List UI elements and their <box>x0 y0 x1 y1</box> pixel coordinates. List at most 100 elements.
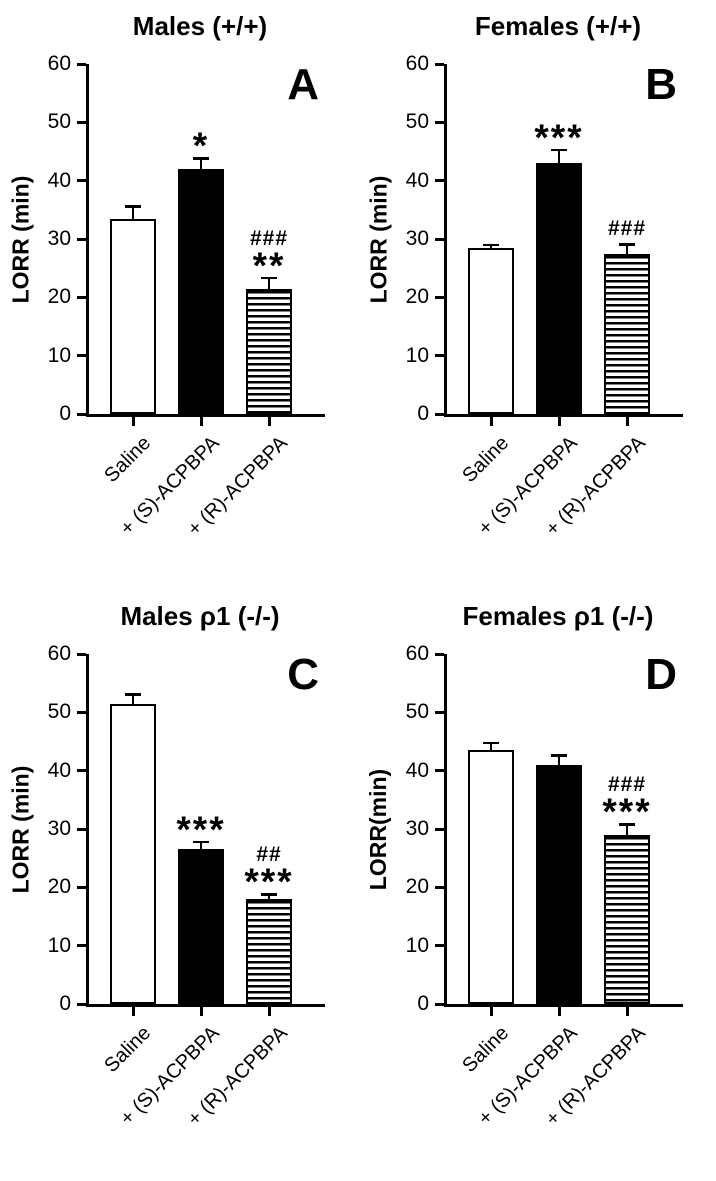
y-tick-label: 20 <box>47 875 71 899</box>
x-tick-mark <box>131 417 135 426</box>
error-bar-cap <box>193 840 209 844</box>
y-tick-mark <box>435 769 444 773</box>
significance-markers: * <box>141 129 261 152</box>
y-tick-mark <box>77 944 86 948</box>
x-axis-labels: Saline + (S)-ACPBPA + (R)-ACPBPA <box>444 1008 680 1181</box>
y-tick-label: 50 <box>405 700 429 724</box>
panel-d: Females ρ1 (-/-) LORR(min) D 0 10 20 30 40 50… <box>358 590 716 1181</box>
y-tick-mark <box>77 769 86 773</box>
y-tick-mark <box>435 237 444 241</box>
bar-chart-a: LORR (min) A 0 10 20 30 40 50 60 * ### ** Saline +… <box>0 44 358 590</box>
y-tick-label: 30 <box>405 817 429 840</box>
y-tick-mark <box>435 354 444 358</box>
x-category-label: Saline <box>100 432 156 487</box>
star-significance-marker: * <box>192 129 210 153</box>
y-tick-label: 50 <box>47 700 71 724</box>
y-tick-label: 0 <box>59 402 71 425</box>
error-bar-cap <box>619 823 635 826</box>
y-tick-mark <box>435 827 444 831</box>
y-tick-mark <box>77 354 86 358</box>
y-tick-label: 50 <box>405 110 429 134</box>
y-tick-label: 0 <box>59 992 71 1015</box>
plot-area: B 0 10 20 30 40 50 60 *** ### <box>406 52 683 426</box>
panel-letter: B <box>645 60 677 109</box>
panel-title: Males (+/+) <box>132 11 268 41</box>
y-tick-label: 10 <box>405 343 429 367</box>
x-tick-mark <box>199 1007 203 1016</box>
y-tick-label: 10 <box>47 933 71 957</box>
y-tick-mark <box>77 120 86 124</box>
y-tick-mark <box>435 1002 444 1006</box>
error-bar-line <box>626 823 628 835</box>
bar-chart-c: LORR (min) C 0 10 20 30 40 50 60 *** ## *** Salin… <box>0 634 358 1181</box>
bar-s-acpbpa <box>178 169 224 414</box>
y-tick-label: 50 <box>47 110 71 134</box>
y-tick-mark <box>435 179 444 183</box>
x-tick-mark <box>625 1007 629 1016</box>
y-tick-mark <box>77 885 86 889</box>
star-significance-marker: ** <box>252 248 286 272</box>
significance-markers: *** <box>499 121 619 144</box>
y-tick-label: 20 <box>405 875 429 899</box>
bar-s-acpbpa <box>536 764 582 1004</box>
star-significance-marker: *** <box>176 812 226 836</box>
plot-area: D 0 10 20 30 40 50 60 ### *** <box>406 642 683 1016</box>
x-tick-mark <box>267 417 271 426</box>
y-tick-mark <box>435 62 444 66</box>
x-axis-labels: Saline + (S)-ACPBPA + (R)-ACPBPA <box>444 418 680 590</box>
bar-saline <box>110 703 156 1004</box>
bar-r-acpbpa <box>246 288 292 414</box>
x-tick-mark <box>557 417 561 426</box>
x-category-label: Saline <box>100 1022 156 1077</box>
y-tick-label: 30 <box>405 227 429 250</box>
y-tick-mark <box>77 710 86 714</box>
y-tick-mark <box>77 412 86 416</box>
y-tick-label: 0 <box>417 402 429 425</box>
error-bar-line <box>490 741 492 751</box>
error-bar-cap <box>261 893 277 896</box>
bar-saline <box>110 218 156 414</box>
x-tick-mark <box>489 417 493 426</box>
error-bar-line <box>200 840 202 850</box>
star-significance-marker: *** <box>602 795 652 819</box>
significance-markers: *** <box>141 813 261 836</box>
y-tick-mark <box>77 827 86 831</box>
y-tick-mark <box>77 62 86 66</box>
x-tick-mark <box>131 1007 135 1016</box>
significance-markers: ### *** <box>567 774 687 818</box>
bar-s-acpbpa <box>178 849 224 1004</box>
bar-chart-b: LORR (min) B 0 10 20 30 40 50 60 *** ### Saline +… <box>358 44 716 590</box>
y-tick-mark <box>77 237 86 241</box>
x-axis-labels: Saline + (S)-ACPBPA + (R)-ACPBPA <box>86 1008 322 1181</box>
error-bar-cap <box>619 243 635 246</box>
panel-title: Males ρ1 (-/-) <box>120 601 280 631</box>
bar-saline <box>468 247 514 414</box>
y-tick-label: 20 <box>47 285 71 309</box>
error-bar-line <box>200 157 202 169</box>
bar-r-acpbpa <box>604 253 650 414</box>
y-tick-label: 40 <box>405 758 429 782</box>
error-bar-cap <box>483 243 499 247</box>
y-tick-label: 20 <box>405 285 429 309</box>
x-tick-mark <box>489 1007 493 1016</box>
bar-r-acpbpa <box>246 899 292 1004</box>
panel-title: Females (+/+) <box>474 11 642 41</box>
error-bar-cap <box>551 754 567 757</box>
error-bar-line <box>132 205 134 219</box>
y-tick-mark <box>77 652 86 656</box>
error-bar-cap <box>551 148 567 152</box>
y-tick-mark <box>77 179 86 183</box>
panel-b: Females (+/+) LORR (min) B 0 10 20 30 40 50 60… <box>358 0 716 590</box>
error-bar-line <box>626 243 628 254</box>
y-tick-label: 10 <box>47 343 71 367</box>
x-category-label: Saline <box>458 1022 514 1077</box>
y-tick-label: 60 <box>47 642 71 665</box>
y-tick-label: 40 <box>47 168 71 192</box>
plot-area: C 0 10 20 30 40 50 60 *** ## *** <box>48 642 325 1016</box>
y-tick-label: 30 <box>47 227 71 250</box>
y-tick-mark <box>435 295 444 299</box>
y-tick-mark <box>435 120 444 124</box>
star-significance-marker: *** <box>534 120 584 144</box>
y-tick-label: 0 <box>417 992 429 1015</box>
